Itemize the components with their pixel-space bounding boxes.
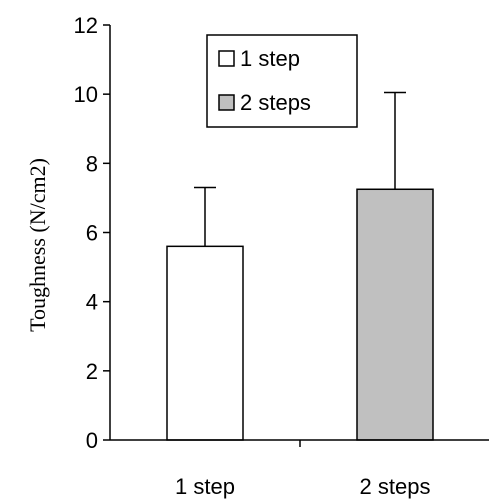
- legend-label: 1 step: [240, 46, 300, 71]
- legend-swatch: [218, 50, 235, 67]
- legend: 1 step 2 steps: [206, 34, 358, 128]
- bar-1-step: [166, 245, 244, 441]
- bar-2-steps: [356, 188, 434, 441]
- y-tick-label: 10: [74, 82, 98, 107]
- bars-layer: [166, 91, 434, 441]
- axes-layer: 1 step 2 steps 0 2 4 6 8 10 12: [74, 13, 489, 499]
- y-tick-label: 0: [86, 428, 98, 453]
- legend-swatch: [218, 94, 235, 111]
- x-tick-label: 1 step: [175, 474, 235, 499]
- y-tick-label: 12: [74, 13, 98, 38]
- y-axis-title: Toughness (N/cm2): [25, 158, 50, 332]
- y-tick-label: 8: [86, 151, 98, 176]
- legend-label: 2 steps: [240, 90, 311, 115]
- x-tick-label: 2 steps: [360, 474, 431, 499]
- y-tick-label: 2: [86, 359, 98, 384]
- y-tick-label: 6: [86, 221, 98, 246]
- y-tick-label: 4: [86, 290, 98, 315]
